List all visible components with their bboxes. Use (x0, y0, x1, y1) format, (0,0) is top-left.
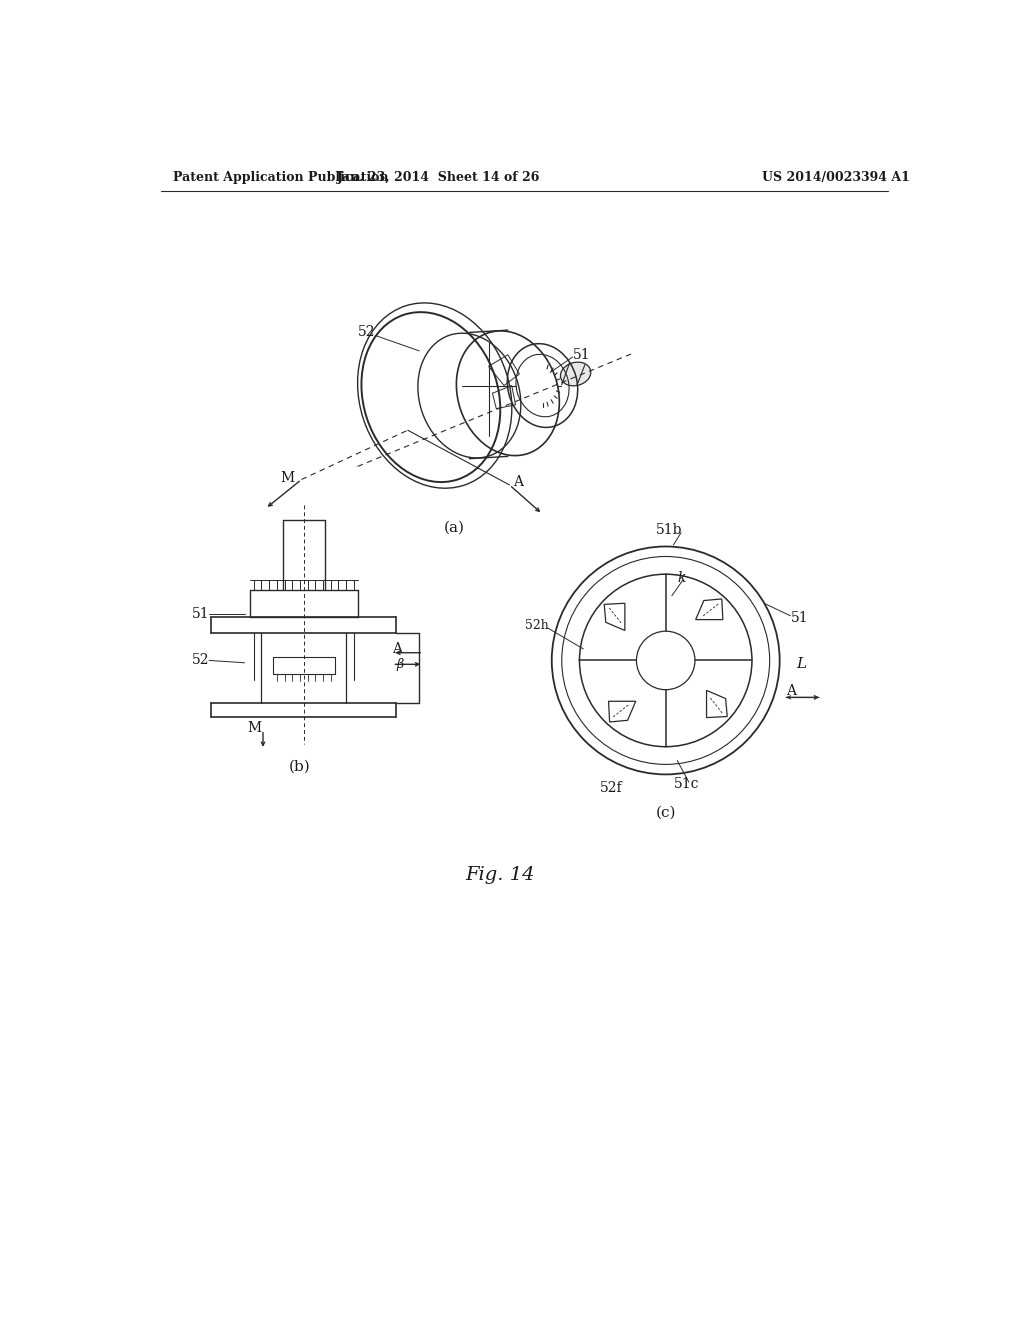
Text: US 2014/0023394 A1: US 2014/0023394 A1 (762, 172, 910, 185)
Text: A: A (392, 642, 402, 656)
Text: 52: 52 (357, 325, 375, 339)
Text: Patent Application Publication: Patent Application Publication (173, 172, 388, 185)
Text: (c): (c) (655, 807, 676, 820)
Text: k: k (677, 572, 686, 585)
Text: M: M (248, 721, 262, 735)
Text: A: A (513, 475, 523, 488)
Text: 51b: 51b (656, 523, 683, 536)
Text: M: M (281, 471, 295, 484)
Text: 52h: 52h (524, 619, 549, 632)
Text: 51: 51 (193, 607, 210, 622)
Ellipse shape (560, 362, 591, 385)
Text: 52f: 52f (600, 781, 623, 795)
Text: (b): (b) (289, 760, 311, 774)
Text: (a): (a) (443, 521, 465, 535)
Text: A: A (786, 684, 797, 698)
Text: Jan. 23, 2014  Sheet 14 of 26: Jan. 23, 2014 Sheet 14 of 26 (337, 172, 541, 185)
Text: β: β (396, 657, 403, 671)
Text: 52: 52 (193, 653, 210, 668)
Text: 51: 51 (792, 611, 809, 626)
Text: 51: 51 (573, 347, 591, 362)
Text: 51c: 51c (674, 776, 699, 791)
Text: Fig. 14: Fig. 14 (466, 866, 535, 883)
Text: L: L (797, 657, 807, 672)
